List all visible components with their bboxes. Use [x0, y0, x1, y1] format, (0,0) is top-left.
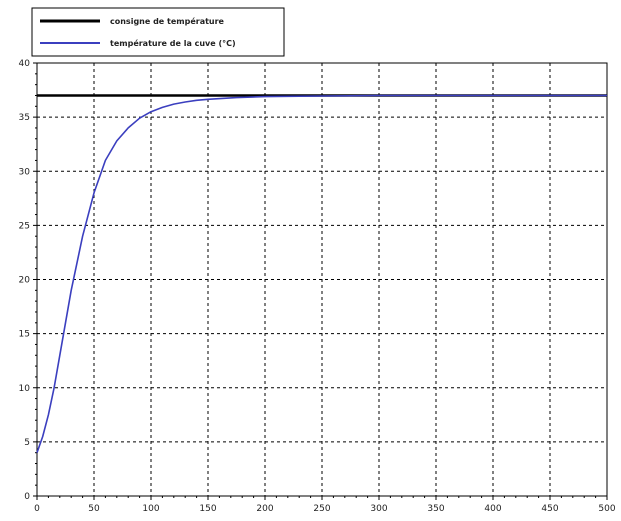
y-tick-label: 20 — [19, 276, 31, 286]
legend-box — [31, 7, 285, 57]
x-tick-label: 300 — [370, 504, 387, 514]
y-tick-label: 10 — [19, 384, 31, 394]
y-tick-label: 0 — [24, 492, 30, 502]
y-tick-label: 15 — [19, 330, 30, 340]
y-tick-label: 30 — [19, 167, 31, 177]
y-tick-label: 5 — [24, 438, 30, 448]
x-tick-label: 0 — [34, 504, 40, 514]
grid — [37, 63, 607, 496]
x-tick-label: 250 — [313, 504, 330, 514]
legend-label-tank-temperature: température de la cuve (°C) — [110, 38, 236, 48]
axes: 0 50 100 150 200 250 300 350 400 450 500 0 5 10 15 20 25… — [19, 59, 616, 514]
series-line-tank-temperature — [36, 94, 607, 453]
legend-label-setpoint: consigne de température — [110, 16, 225, 26]
x-tick-label: 200 — [256, 504, 273, 514]
x-tick-label: 450 — [541, 504, 558, 514]
legend: consigne de température température de l… — [31, 7, 285, 57]
x-tick-label: 400 — [484, 504, 501, 514]
series-group — [36, 94, 607, 453]
x-tick-label: 350 — [427, 504, 444, 514]
y-tick-label: 25 — [19, 221, 30, 231]
y-tick-label: 40 — [19, 59, 31, 69]
y-tick-label: 35 — [19, 113, 30, 123]
x-tick-label: 150 — [199, 504, 216, 514]
x-tick-label: 50 — [88, 504, 100, 514]
x-tick-label: 500 — [598, 504, 615, 514]
x-tick-label: 100 — [142, 504, 159, 514]
